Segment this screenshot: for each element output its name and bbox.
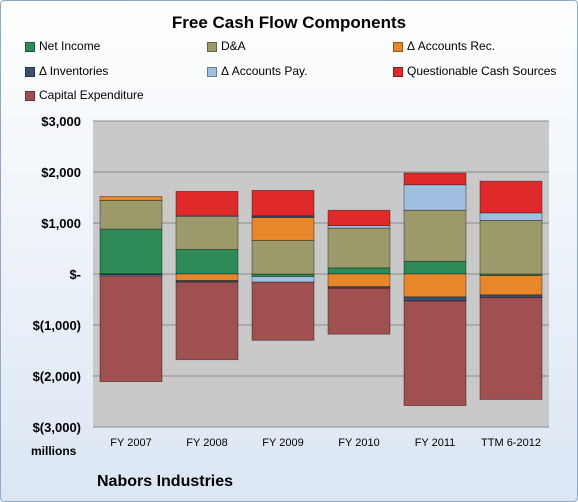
bar-segment [99,228,163,275]
legend-item-3: Δ Inventories [25,64,108,78]
legend-label: Questionable Cash Sources [407,64,557,78]
y-tick-label: $3,000 [41,114,81,129]
bar-segment [403,260,467,275]
y-tick-label: $1,000 [41,216,81,231]
legend-swatch [207,66,217,77]
legend-item-0: Net Income [25,39,100,53]
bar-segment [251,239,315,275]
legend-item-4: Δ Accounts Pay. [207,64,308,78]
x-tick-label: FY 2009 [262,437,303,449]
legend-swatch [393,66,403,77]
bar-segment [403,296,467,302]
bar-segment [403,300,467,406]
bar-segment [175,249,239,275]
bar-segment [327,287,391,335]
bar-segment [175,215,239,250]
bar-segment [175,190,239,216]
x-tick-label: FY 2010 [338,437,379,449]
bar-segment [403,273,467,298]
legend-item-2: Δ Accounts Rec. [393,39,495,53]
legend-label: Δ Accounts Pay. [221,64,308,78]
bar-segment [175,281,239,361]
bar-segment [99,200,163,230]
legend-item-5: Questionable Cash Sources [393,64,556,78]
bar-segment [403,209,467,262]
bar-segment [175,273,239,282]
bar-segment [327,267,391,275]
legend-swatch [25,90,35,101]
legend-label: Capital Expenditure [39,88,144,102]
company-name: Nabors Industries [97,473,234,490]
x-tick-label: TTM 6-2012 [481,437,541,449]
bar-segment [479,220,543,275]
bar-segment [479,180,543,214]
y-tick-label: $(3,000) [33,420,81,435]
bar-segment [327,273,391,288]
bar-segment [327,227,391,269]
legend-swatch [393,41,403,52]
legend-label: Δ Accounts Rec. [407,39,496,53]
chart-title: Free Cash Flow Components [171,13,407,32]
bar-segment [99,275,163,383]
legend-swatch [25,41,35,52]
bar-segment [479,212,543,221]
bar-segment [99,274,163,277]
legend-label: Net Income [39,39,101,53]
y-tick-label: $(2,000) [33,369,81,384]
y-tick-label: $(1,000) [33,318,81,333]
legend-swatch [25,66,35,77]
bar-segment [251,276,315,283]
bar-segment [403,184,467,211]
bar-segment [251,189,315,217]
bar-segment [479,275,543,296]
legend-label: D&A [221,39,246,53]
bar-segment [99,196,163,201]
y-axis-units: millions [31,444,77,458]
bar-segment [403,172,467,186]
y-tick-label: $2,000 [41,165,81,180]
bar-segment [327,209,391,226]
legend-label: Δ Inventories [39,64,109,78]
bar-segment [251,216,315,241]
legend-item-1: D&A [207,39,246,53]
x-tick-label: FY 2007 [110,437,151,449]
x-tick-label: FY 2008 [186,437,227,449]
legend-swatch [207,41,217,52]
x-tick-label: FY 2011 [415,437,456,449]
y-tick-label: $- [69,267,81,282]
bar-segment [479,297,543,400]
bar-segment [251,281,315,341]
legend-item-6: Capital Expenditure [25,88,144,102]
